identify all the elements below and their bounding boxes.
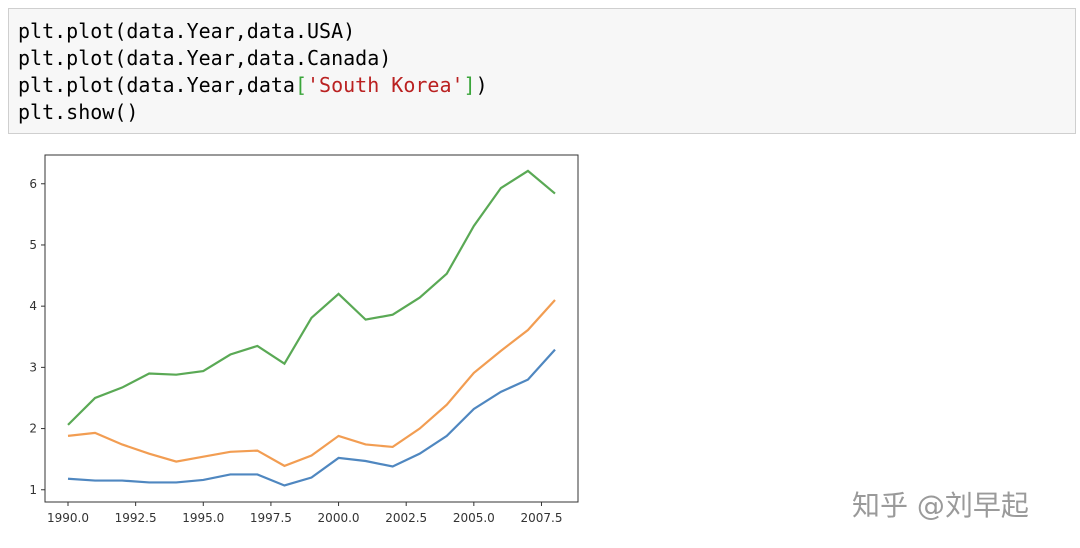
x-tick-label: 1990.0 [47,511,89,525]
code-token: plt.plot(data.Year,data.Canada) [18,46,392,70]
y-tick-label: 2 [29,422,37,436]
code-line: plt.plot(data.Year,data.USA) [18,18,355,45]
x-tick-label: 2005.0 [453,511,495,525]
code-token: plt.plot(data.Year,data [18,73,295,97]
code-line: plt.plot(data.Year,data.Canada) [18,45,391,72]
series-line [67,169,556,426]
y-tick-label: 1 [29,483,37,497]
x-tick-label: 2000.0 [318,511,360,525]
code-token: plt.plot(data.Year,data.USA) [18,19,356,43]
code-line: plt.plot(data.Year,data['South Korea']) [18,72,488,99]
series-line [67,348,556,487]
y-tick-label: 4 [29,299,37,313]
y-tick-label: 3 [29,360,37,374]
code-token: ] [463,73,476,97]
watermark: 知乎 @刘早起 [852,489,1029,522]
y-tick-label: 5 [29,238,37,252]
code-line: plt.show() [18,99,138,126]
x-tick-label: 1997.5 [250,511,292,525]
chart: 1 2 3 4 5 6 1990.0 1992.5 1995.0 1997.5 2000.0 2002… [29,154,579,525]
code-token: 'South Korea' [307,73,464,97]
x-tick-label: 2002.5 [385,511,427,525]
x-tick-label: 1992.5 [115,511,157,525]
plot-frame [44,154,579,503]
x-tick-label: 2007.5 [520,511,562,525]
code-token: plt.show() [18,100,139,124]
x-tick-label: 1995.0 [182,511,224,525]
code-cell[interactable]: plt.plot(data.Year,data.USA) plt.plot(dat… [8,8,1076,134]
y-tick-label: 6 [29,177,37,191]
code-token: [ [294,73,307,97]
series-line [67,299,556,468]
code-token: ) [475,73,488,97]
